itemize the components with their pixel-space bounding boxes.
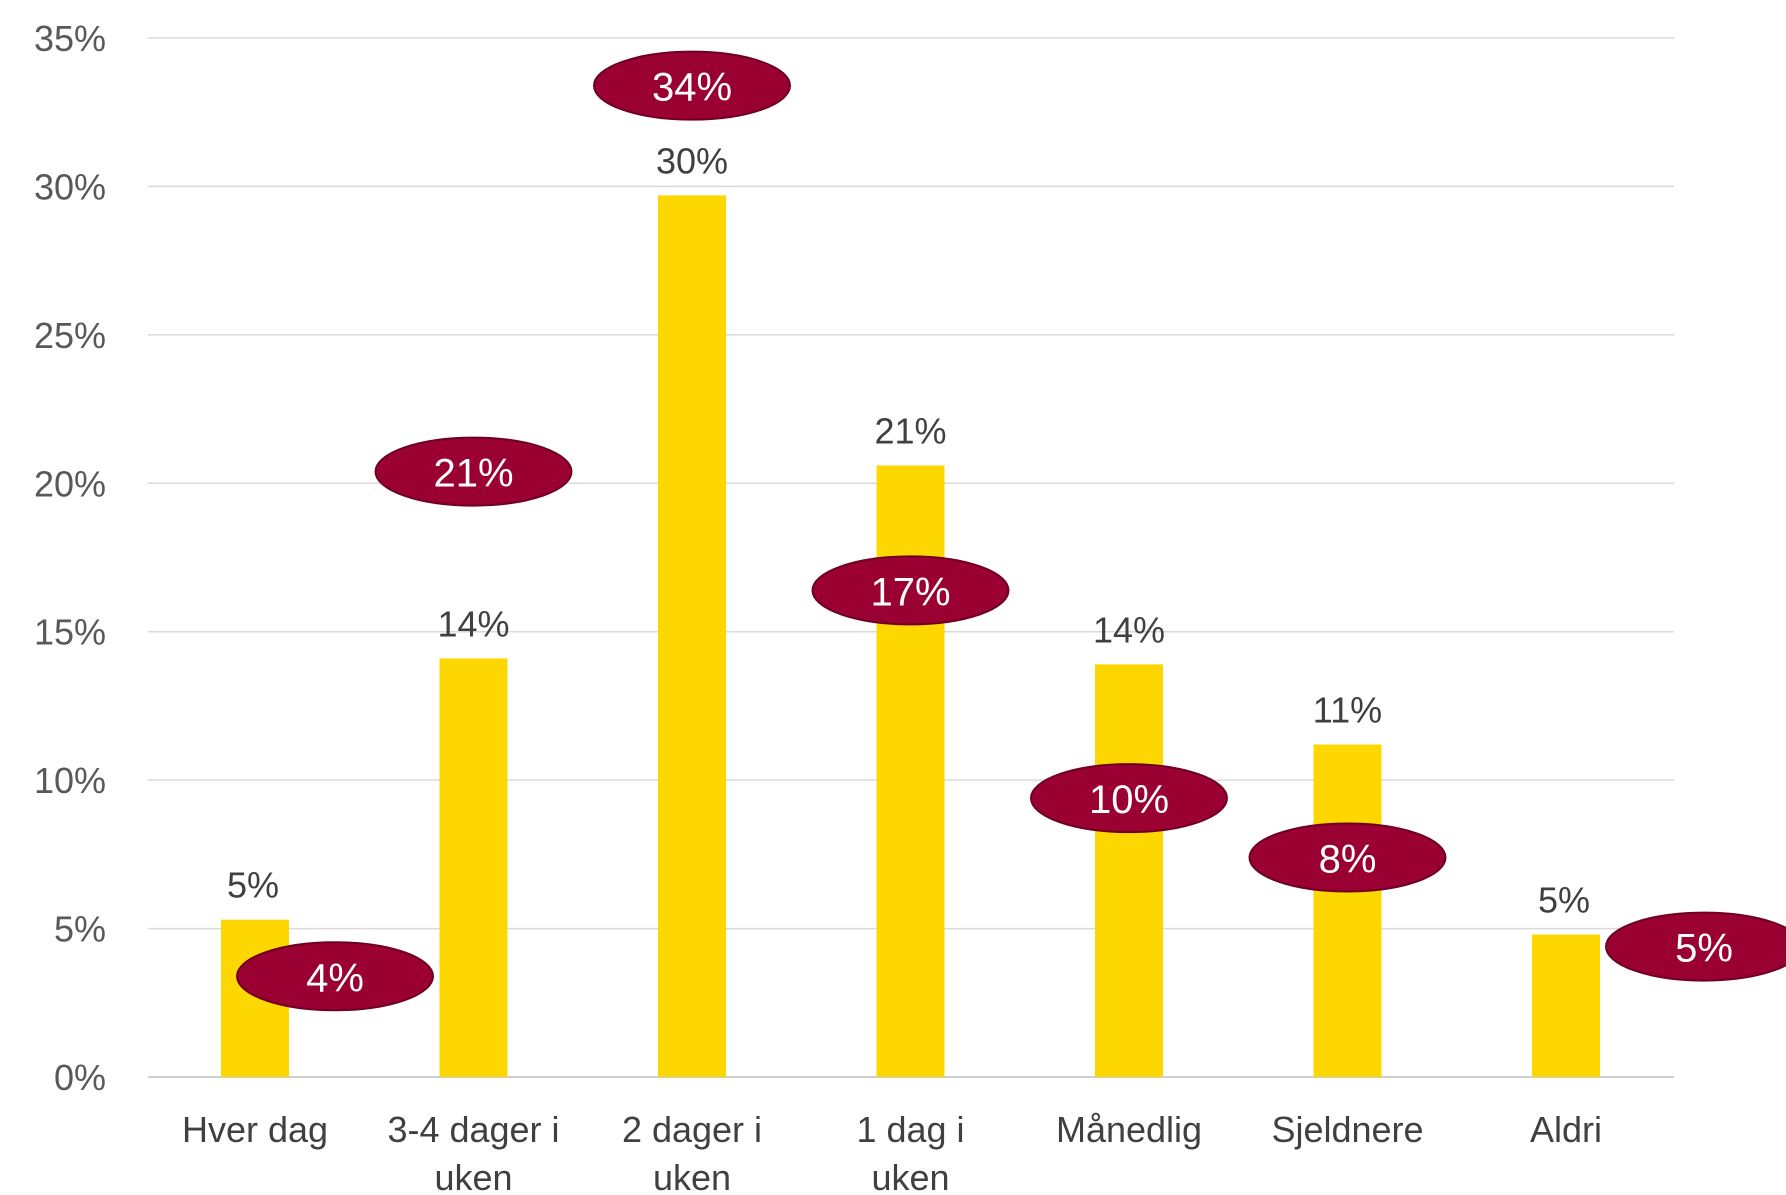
- comparison-oval: [811, 555, 1010, 626]
- comparison-oval: [1030, 763, 1228, 834]
- bar-value-label: 30%: [656, 140, 728, 181]
- category-label: 3-4 dager i: [387, 1109, 559, 1150]
- bar-value-label: 5%: [227, 865, 279, 906]
- bar-value-label: 14%: [437, 603, 509, 644]
- comparison-oval: [374, 436, 573, 507]
- comparison-value-label: 5%: [1675, 927, 1733, 971]
- bar: [1532, 934, 1600, 1077]
- category-label: 1 dag i: [856, 1109, 964, 1150]
- y-tick-label: 5%: [54, 909, 106, 950]
- comparison-oval: [1605, 911, 1786, 982]
- x-axis-categories: Hver dag 3-4 dager i uken 2 dager i uken 1 da…: [182, 1109, 1602, 1195]
- bar: [1095, 664, 1163, 1077]
- bar: [439, 658, 508, 1077]
- comparison-value-label: 34%: [652, 66, 732, 110]
- bar-value-label: 14%: [1093, 609, 1165, 650]
- comparison-value-label: 21%: [433, 452, 513, 496]
- category-label: Aldri: [1530, 1109, 1602, 1150]
- y-tick-label: 25%: [34, 315, 106, 356]
- comparison-oval: [236, 941, 434, 1012]
- comparison-value-label: 10%: [1089, 778, 1169, 822]
- bar-value-label: 11%: [1313, 690, 1382, 731]
- category-label: uken: [871, 1157, 949, 1195]
- bars: [221, 195, 1600, 1078]
- data-labels: 5% 14% 30% 21% 14% 11% 5%: [227, 140, 1590, 920]
- y-tick-label: 10%: [34, 760, 106, 801]
- bar: [1313, 744, 1382, 1077]
- y-tick-label: 15%: [34, 612, 106, 653]
- y-axis-ticks: 0% 5% 10% 15% 20% 25% 30% 35%: [34, 18, 106, 1098]
- category-label: uken: [653, 1157, 731, 1195]
- y-tick-label: 0%: [54, 1057, 106, 1098]
- y-tick-label: 35%: [34, 18, 106, 59]
- comparison-value-label: 17%: [870, 570, 950, 614]
- y-tick-label: 20%: [34, 463, 106, 504]
- comparison-oval: [593, 50, 791, 121]
- category-label: Sjeldnere: [1271, 1109, 1423, 1150]
- comparison-value-label: 4%: [306, 956, 364, 1000]
- bar-value-label: 5%: [1538, 880, 1590, 921]
- category-label: Månedlig: [1056, 1109, 1202, 1150]
- comparison-oval: [1248, 822, 1447, 893]
- bar: [658, 195, 726, 1077]
- bar-value-label: 21%: [874, 410, 946, 451]
- category-label: 2 dager i: [622, 1109, 762, 1150]
- comparison-value-label: 8%: [1319, 838, 1377, 882]
- comparison-markers: 4% 21% 34% 17% 10% 8% 5%: [236, 50, 1786, 1012]
- category-label: uken: [434, 1157, 512, 1195]
- y-tick-label: 30%: [34, 166, 106, 207]
- category-label: Hver dag: [182, 1109, 328, 1150]
